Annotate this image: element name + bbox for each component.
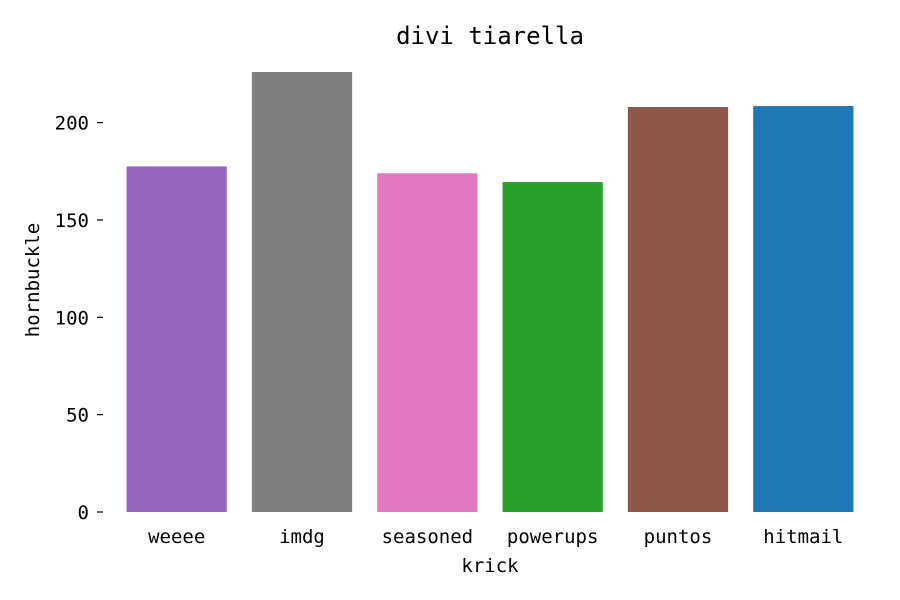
bar-imdg: [251, 72, 353, 512]
y-tick-label-50: 50: [66, 405, 89, 427]
y-axis-ticks: 0 50 100 150 200: [55, 113, 103, 524]
x-tick-label-powerups: powerups: [507, 526, 599, 548]
x-axis-label: krick: [461, 555, 519, 577]
y-tick-label-200: 200: [55, 113, 89, 135]
bar-seasoned: [377, 173, 478, 513]
x-axis-ticks: weeee imdg seasoned powerups puntos hitmail: [148, 526, 843, 548]
bar-puntos: [627, 107, 729, 512]
x-tick-label-puntos: puntos: [644, 526, 713, 548]
x-tick-label-seasoned: seasoned: [382, 526, 474, 548]
bars: [126, 72, 854, 513]
x-tick-label-hitmail: hitmail: [763, 526, 843, 548]
y-axis-label: hornbuckle: [22, 223, 44, 337]
chart-title: divi tiarella: [396, 22, 584, 50]
x-tick-label-weeee: weeee: [148, 526, 205, 548]
y-tick-label-150: 150: [55, 210, 89, 232]
x-tick-label-imdg: imdg: [279, 526, 325, 548]
bar-hitmail: [753, 106, 854, 512]
y-tick-label-100: 100: [55, 307, 89, 329]
y-tick-label-0: 0: [78, 502, 89, 524]
bar-powerups: [502, 182, 603, 512]
bar-weeee: [126, 166, 227, 513]
